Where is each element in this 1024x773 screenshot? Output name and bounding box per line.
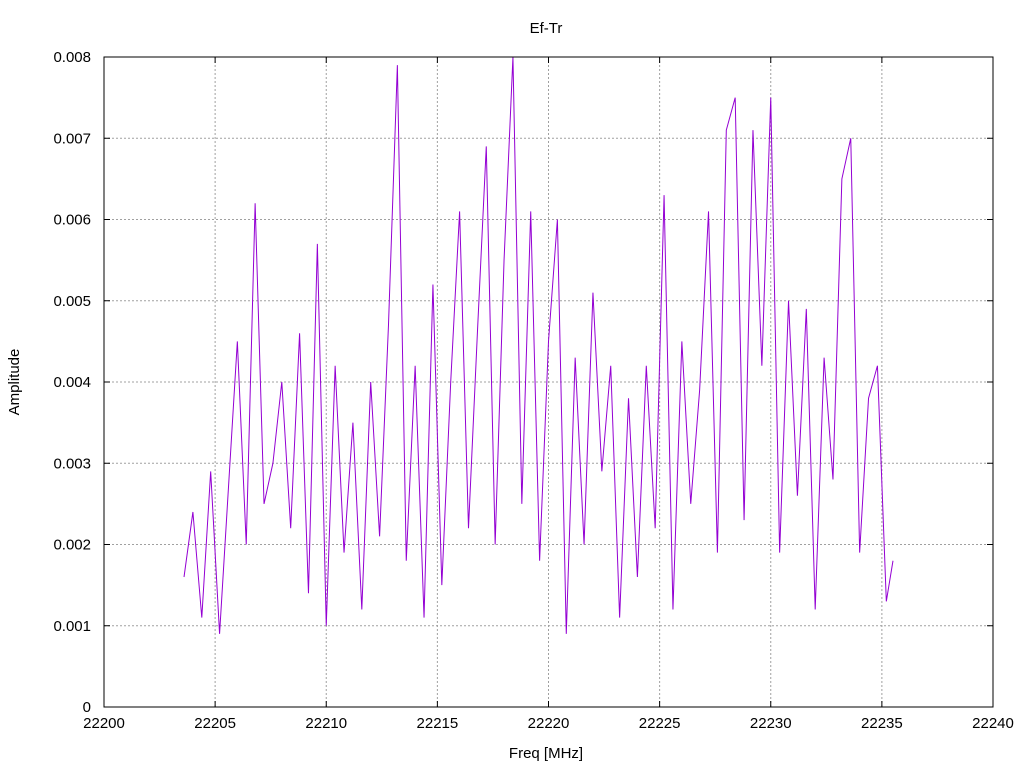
y-tick-label: 0.003 (53, 455, 91, 472)
y-tick-label: 0.001 (53, 618, 91, 635)
series-layer (183, 56, 894, 634)
chart-title: Ef-Tr (530, 20, 563, 37)
x-tick-label: 22230 (750, 715, 792, 732)
x-axis-label: Freq [MHz] (509, 745, 583, 762)
x-tick-label: 22220 (528, 715, 570, 732)
y-tick-label: 0.005 (53, 293, 91, 310)
y-tick-label: 0 (83, 699, 91, 716)
tick-layer (103, 56, 994, 708)
grid-layer (104, 57, 993, 707)
x-tick-label: 22205 (194, 715, 236, 732)
x-tick-label: 22215 (417, 715, 459, 732)
x-tick-label: 22240 (972, 715, 1014, 732)
y-axis-label: Amplitude (6, 349, 23, 416)
y-tick-label: 0.002 (53, 537, 91, 554)
y-tick-label: 0.006 (53, 212, 91, 229)
y-tick-labels: 0 0.001 0.002 0.003 0.004 0.005 0.006 0.007 0.00… (53, 49, 91, 716)
x-tick-labels: 22200 22205 22210 22215 22220 22225 22230 22235… (83, 715, 1014, 732)
y-tick-label: 0.004 (53, 374, 91, 391)
x-tick-label: 22200 (83, 715, 125, 732)
x-tick-label: 22225 (639, 715, 681, 732)
y-tick-label: 0.007 (53, 130, 91, 147)
x-tick-label: 22210 (305, 715, 347, 732)
series-line (183, 56, 894, 634)
x-tick-label: 22235 (861, 715, 903, 732)
y-tick-label: 0.008 (53, 49, 91, 66)
